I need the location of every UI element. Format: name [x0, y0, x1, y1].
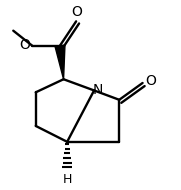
- Polygon shape: [55, 45, 65, 79]
- Text: O: O: [19, 38, 30, 52]
- Text: N: N: [93, 82, 103, 97]
- Text: O: O: [72, 5, 83, 19]
- Text: H: H: [62, 173, 72, 186]
- Text: O: O: [145, 74, 156, 88]
